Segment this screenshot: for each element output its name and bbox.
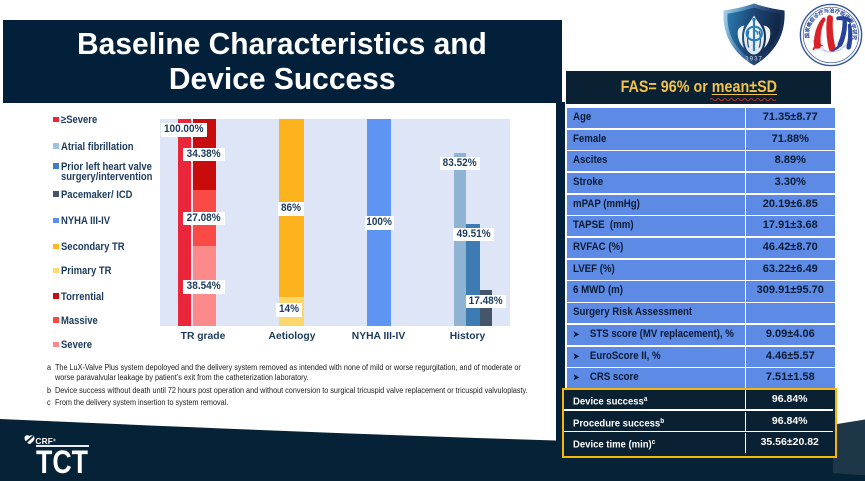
- svg-text:1937: 1937: [745, 56, 762, 63]
